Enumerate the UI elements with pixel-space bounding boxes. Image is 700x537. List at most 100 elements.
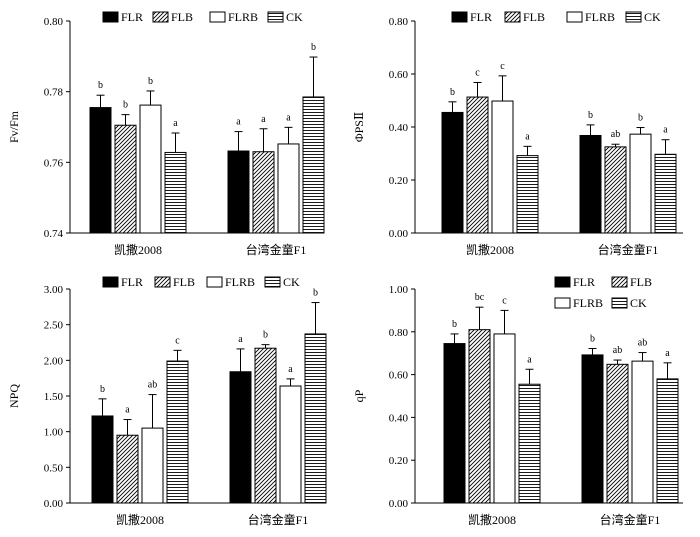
legend-label-flb: FLB [523,10,545,24]
y-tick-label: 0.20 [389,175,409,187]
significance-letter: b [450,87,455,98]
significance-letter: a [125,405,130,416]
y-tick-label: 0.50 [44,462,64,474]
y-tick-label: 0.00 [44,498,64,510]
legend-label-flrb: FLRB [228,10,258,24]
y-tick-label: 0.00 [389,498,409,510]
legend-swatch-ck [611,297,628,309]
bar-flrb-1 [493,333,516,504]
bar-flr-2 [229,371,252,504]
significance-letter: a [173,118,178,129]
significance-letter: c [475,67,480,78]
bar-flr-2 [227,150,250,234]
bar-flb-1 [466,96,489,234]
panel-4: 0.00 0.20 0.40 0.60 0.80 1.00 qP b bc c a 凯撒2008 b ab… [352,275,683,527]
legend-swatch-flrb [566,11,583,23]
bar-flb-2 [254,347,277,504]
bar-flb-2 [606,363,629,504]
bar-ck-2 [302,96,325,234]
legend-swatch-ck [264,276,281,288]
legend-swatch-ck [267,11,284,23]
category-label: 台湾金童F1 [600,512,661,527]
y-tick-label: 0.60 [389,370,409,382]
significance-letter: b [588,110,593,121]
y-tick-label: 0.00 [389,228,409,240]
legend-swatch-flr [451,11,468,23]
legend-label-flr: FLR [573,275,595,289]
bar-flr-1 [91,415,114,504]
bar-flb-1 [468,329,491,504]
category-label: 凯撒2008 [116,512,164,527]
category-label: 凯撒2008 [468,512,516,527]
bar-flr-2 [579,134,602,234]
bar-ck-2 [656,378,679,504]
legend-label-flb: FLB [630,275,652,289]
bar-flb-2 [604,146,627,234]
bar-flb-2 [252,151,275,234]
panel-2: 0.00 0.20 0.40 0.60 0.80 ΦPSⅡ b c c a 凯撒2008 b ab b a 台… [352,10,683,257]
bar-flr-1 [89,107,112,234]
bar-ck-1 [516,155,539,234]
legend-swatch-flb [154,276,171,288]
bar-ck-1 [164,151,187,234]
y-tick-label: 0.80 [44,16,64,28]
legend-swatch-flrb [209,11,226,23]
significance-letter: bc [475,292,485,303]
bar-ck-1 [518,383,541,504]
significance-letter: a [665,348,670,359]
y-axis-label: ΦPSⅡ [352,112,366,142]
significance-letter: b [123,100,128,111]
y-tick-label: 0.40 [389,412,409,424]
significance-letter: c [500,61,505,72]
y-tick-label: 1.00 [389,284,409,296]
significance-letter: a [261,114,266,125]
y-tick-label: 2.00 [44,355,64,367]
bar-flrb-2 [277,143,300,234]
y-tick-label: 1.50 [44,391,64,403]
legend-swatch-flb [152,11,169,23]
legend-label-flr: FLR [470,10,492,24]
legend-label-ck: CK [283,275,300,289]
bar-flrb-2 [279,385,302,504]
legend-label-ck: CK [286,10,303,24]
bar-flrb-1 [141,427,164,504]
significance-letter: a [527,354,532,365]
bar-flr-2 [581,354,604,504]
bar-flrb-2 [631,360,654,504]
bar-flr-1 [443,343,466,504]
category-label: 台湾金童F1 [246,242,307,257]
category-label: 台湾金童F1 [248,512,309,527]
legend-swatch-flr [102,11,119,23]
category-label: 凯撒2008 [114,242,162,257]
legend-swatch-flrb [554,297,571,309]
y-tick-label: 0.80 [389,327,409,339]
significance-letter: b [452,319,457,330]
legend-label-flr: FLR [121,275,143,289]
y-tick-label: 0.74 [44,228,64,240]
panel-1: 0.74 0.76 0.78 0.80 Fv/Fm b b b a 凯撒2008 a a a b 台湾金童F… [7,10,325,257]
significance-letter: a [236,117,241,128]
bar-flr-1 [441,111,464,234]
significance-letter: ab [148,380,157,391]
legend-swatch-flb [504,11,521,23]
y-tick-label: 2.50 [44,320,64,332]
significance-letter: a [525,131,530,142]
bar-ck-2 [654,153,677,234]
y-axis-label: NPQ [7,384,21,408]
y-tick-label: 0.78 [44,87,64,99]
significance-letter: ab [638,338,647,349]
legend-swatch-flrb [206,276,223,288]
y-tick-label: 0.80 [389,16,409,28]
significance-letter: b [313,288,318,299]
significance-letter: ab [611,129,620,140]
y-tick-label: 0.60 [389,69,409,81]
legend-label-flrb: FLRB [573,296,603,310]
legend-label-flrb: FLRB [225,275,255,289]
category-label: 凯撒2008 [466,242,514,257]
legend-swatch-flb [611,276,628,288]
y-tick-label: 0.76 [44,157,64,169]
legend-label-flr: FLR [121,10,143,24]
category-label: 台湾金童F1 [598,242,659,257]
bar-flb-1 [116,434,139,504]
